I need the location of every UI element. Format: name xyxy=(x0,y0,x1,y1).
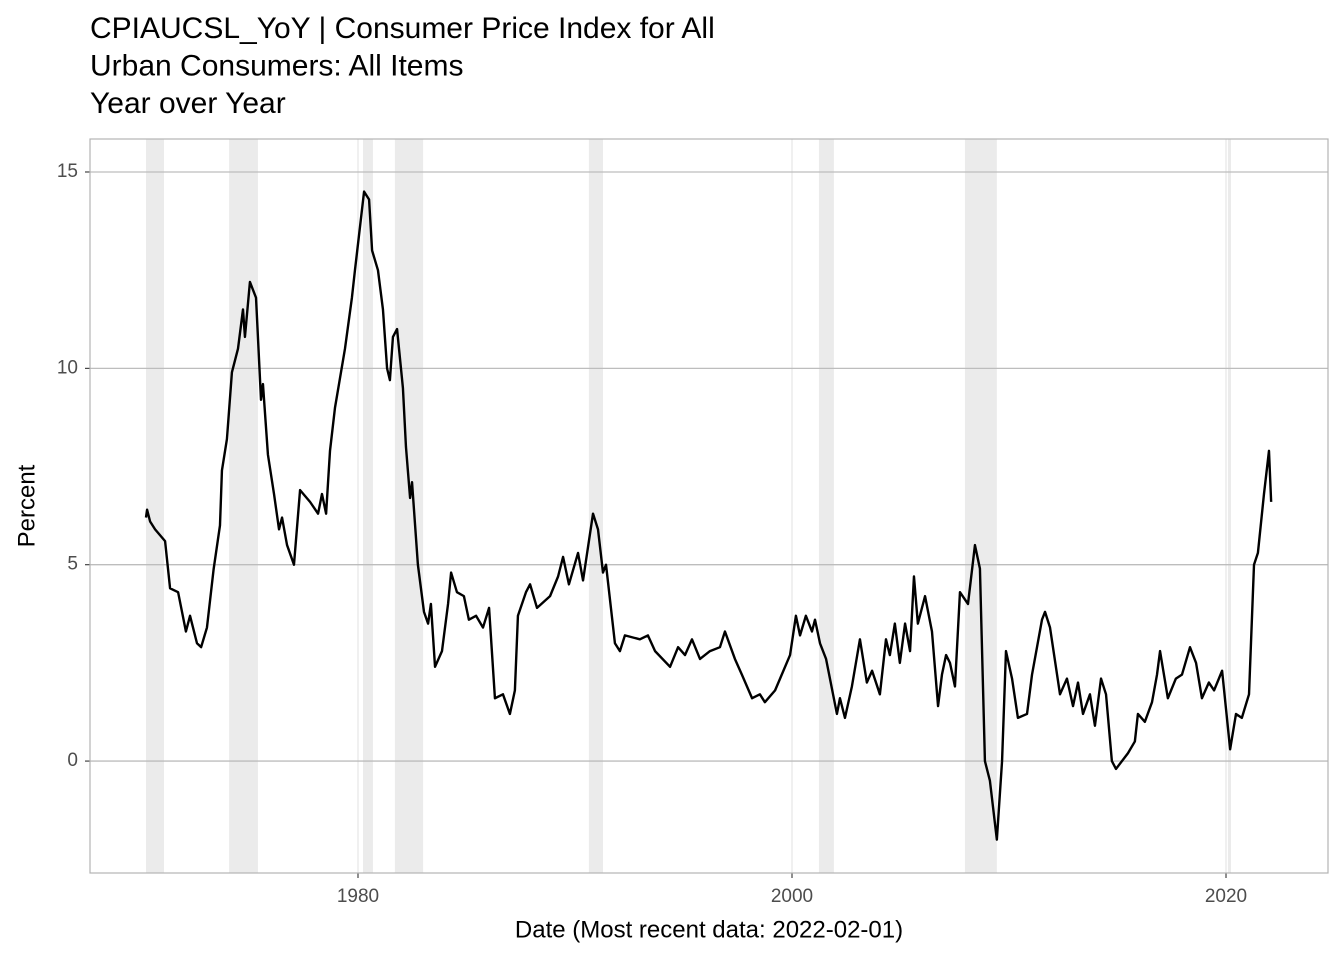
panel-border xyxy=(89,138,1329,874)
y-tick-label: 15 xyxy=(57,161,78,182)
x-tick-label: 2020 xyxy=(1205,886,1247,907)
y-tick-label: 0 xyxy=(67,750,78,771)
chart-title: Year over Year xyxy=(90,87,286,120)
data-line xyxy=(144,190,1273,841)
recession-band xyxy=(588,139,603,873)
recession-band xyxy=(818,139,834,873)
y-axis-title: Percent xyxy=(13,464,40,547)
chart-title: Urban Consumers: All Items xyxy=(90,49,463,82)
recession-band xyxy=(362,139,373,873)
recession-band xyxy=(145,139,164,873)
x-tick-label: 1980 xyxy=(337,886,379,907)
y-tick-label: 10 xyxy=(57,357,78,378)
x-axis-title: Date (Most recent data: 2022-02-01) xyxy=(515,916,903,943)
recession-band xyxy=(964,139,997,873)
recession-band xyxy=(394,139,424,873)
recession-band xyxy=(1227,139,1231,873)
chart-title: CPIAUCSL_YoY | Consumer Price Index for … xyxy=(90,12,715,45)
recession-band xyxy=(229,139,258,873)
x-tick-label: 2000 xyxy=(771,886,813,907)
y-tick-label: 5 xyxy=(67,554,78,575)
